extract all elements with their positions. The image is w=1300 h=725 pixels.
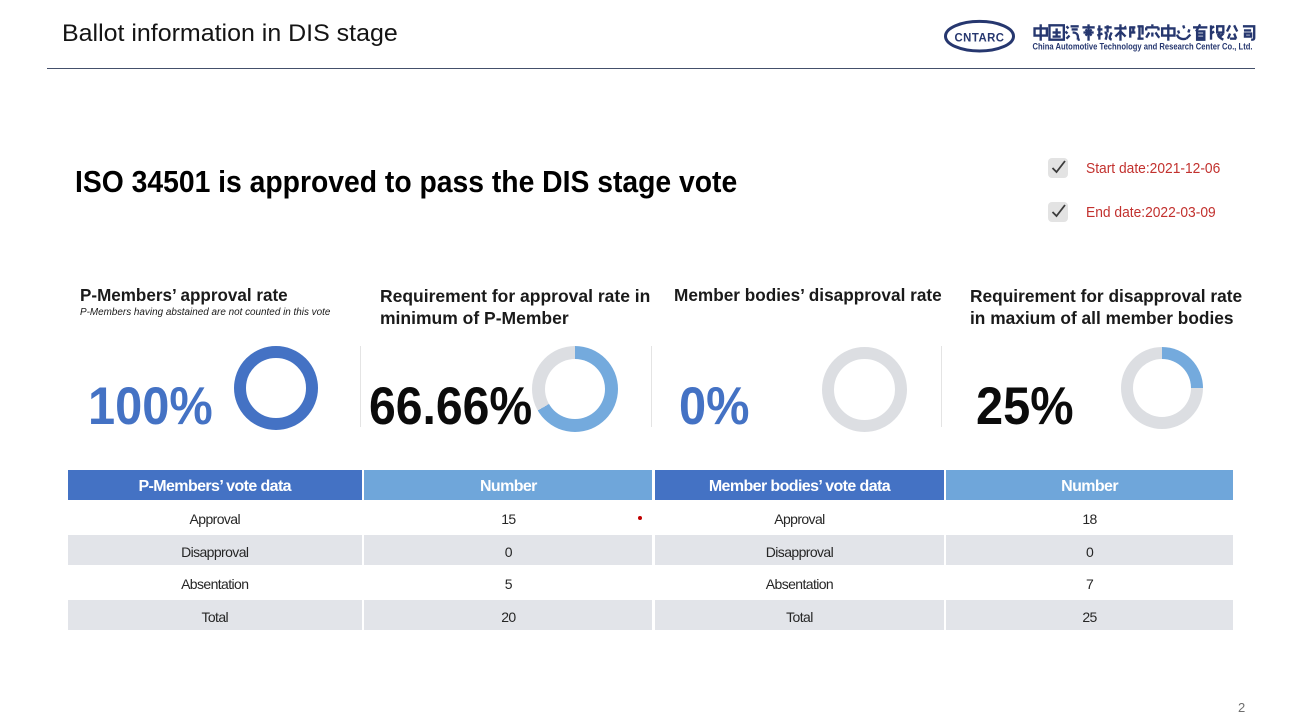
svg-text:CNTARC: CNTARC bbox=[955, 32, 1005, 44]
svg-text:China Automotive Technology an: China Automotive Technology and Research… bbox=[1033, 41, 1253, 51]
